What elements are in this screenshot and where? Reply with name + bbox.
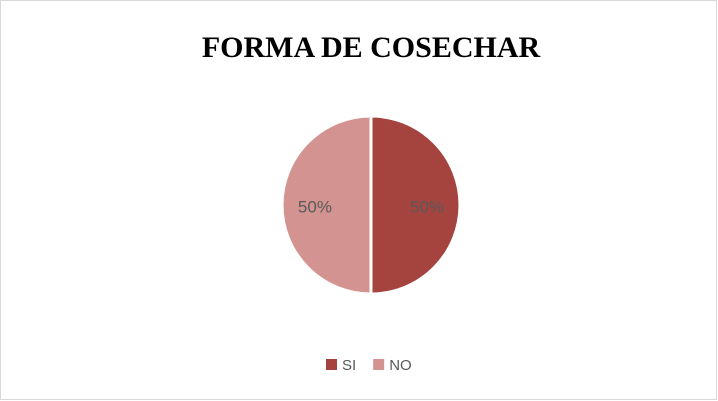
legend-label: NO <box>389 357 412 374</box>
legend-swatch <box>326 359 337 370</box>
legend-swatch <box>373 359 385 370</box>
chart-title: FORMA DE COSECHAR <box>202 31 541 64</box>
data-label: 50% <box>410 197 444 216</box>
pie-slice <box>280 114 373 296</box>
data-label: 50% <box>298 197 332 216</box>
legend-label: SI <box>342 357 356 374</box>
pie-slice <box>369 114 462 296</box>
